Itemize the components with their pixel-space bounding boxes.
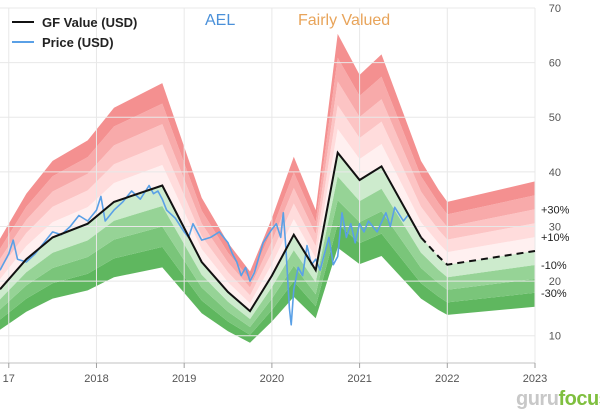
x-tick-label: 2020 (260, 373, 284, 385)
price-line (0, 184, 409, 326)
brand-part-1: guru (516, 388, 559, 410)
under-band-5 (0, 152, 535, 319)
under-band-3 (0, 176, 535, 327)
band-label: -10% (541, 260, 567, 272)
over-band-1 (0, 129, 535, 312)
y-tick-label: 70 (549, 3, 561, 15)
tick-labels: 10 20 30 40 50 60 70 17 2018 2019 2020 2021 2022 2023… (3, 3, 570, 385)
under-band-2 (0, 200, 535, 335)
over-band-5 (0, 33, 535, 280)
legend-item-gf-value[interactable]: GF Value (USD) (12, 12, 137, 32)
gurufocus-logo: gurufocus (516, 388, 600, 411)
x-tick-label: 2022 (435, 373, 459, 385)
y-tick-label: 30 (549, 221, 561, 233)
y-tick-label: 40 (549, 167, 561, 179)
legend-label-gf-value: GF Value (USD) (42, 14, 138, 30)
brand-part-2: focus (558, 388, 600, 410)
legend: GF Value (USD) Price (USD) (12, 12, 137, 52)
x-tick-label: 2021 (347, 373, 371, 385)
y-tick-label: 60 (549, 58, 561, 70)
over-band-2 (0, 105, 535, 304)
band-label: +10% (541, 232, 570, 244)
legend-label-price: Price (USD) (42, 34, 114, 50)
valuation-bands (0, 33, 535, 343)
y-tick-label: 20 (549, 276, 561, 288)
gf-value-projection (420, 236, 536, 266)
band-label: +30% (541, 204, 570, 216)
x-tick-label: 2023 (523, 373, 547, 385)
ticker-label: AEL (205, 12, 236, 29)
gf-value-swatch (12, 21, 34, 23)
x-tick-label: 17 (3, 373, 15, 385)
gf-value-line (0, 150, 422, 313)
over-band-4 (0, 57, 535, 288)
under-band-1 (0, 224, 535, 343)
band-label: -30% (541, 288, 567, 300)
grid-lines (0, 7, 536, 368)
legend-item-price[interactable]: Price (USD) (12, 32, 137, 52)
x-tick-label: 2018 (84, 373, 108, 385)
y-tick-label: 50 (549, 112, 561, 124)
price-swatch (12, 41, 34, 43)
y-tick-label: 10 (549, 331, 561, 343)
x-tick-label: 2019 (172, 373, 196, 385)
over-band-3 (0, 81, 535, 296)
series-lines (0, 150, 536, 326)
valuation-label: Fairly Valued (298, 12, 391, 29)
